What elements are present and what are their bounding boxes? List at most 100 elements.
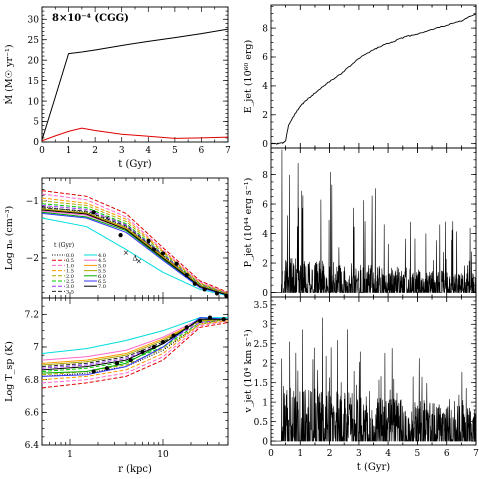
mdot-xtick-label: 4	[145, 146, 151, 156]
mdot-xtick-label: 2	[92, 146, 98, 156]
tsp-x-axis-label: r (kpc)	[118, 464, 152, 475]
tsp-profile-line	[41, 322, 229, 389]
vjet-y-axis-label: v_jet (10⁴ km s⁻¹)	[243, 329, 254, 413]
pjet-ytick-label: 6	[262, 200, 268, 210]
jet-power-panel: 0 2 4 6 8 P_jet (10⁴⁴ erg s⁻¹)	[243, 147, 477, 299]
mdot-xtick-label: 6	[199, 146, 205, 156]
tsp-observed-point	[207, 315, 213, 320]
mass-accretion-panel: 0 1 2 3 4 5 6 7 0 5 10 15 20 25 30 8×10⁻⁴ (CGG) t (Gyr) Ṁ…	[3, 6, 231, 170]
ne-observed-point	[160, 251, 166, 256]
mdot-ytick-label: 15	[28, 77, 40, 87]
ne-observed-point	[146, 238, 151, 243]
ne-profile-line	[41, 197, 229, 294]
ejet-ytick-label: 8	[262, 24, 268, 34]
ne-profile-line	[41, 208, 229, 296]
ne-observed-point	[184, 273, 189, 278]
temperature-panel: 1 10 6.4 6.6 6.8 7 7.2 r (kpc) Log T_sp (K)	[4, 297, 229, 475]
ne-observed-point	[174, 261, 179, 266]
vjet-ytick-label: 0.5	[254, 418, 269, 428]
jet-velocity-panel: 0 1 2 3 4 5 6 7 0 0.5 1 1.5 2 2.5 3 3.5 t (Gyr) v_jet (10…	[243, 296, 479, 473]
pjet-y-axis-label: P_jet (10⁴⁴ erg s⁻¹)	[243, 178, 254, 268]
tsp-observed-point	[197, 318, 203, 323]
tsp-observed-point	[140, 349, 145, 354]
mdot-y-axis-label: Ṁ (M☉ yr⁻¹)	[3, 44, 15, 104]
tsp-y-axis-label: Log T_sp (K)	[4, 341, 15, 402]
ne-legend-label: 5.5	[98, 269, 106, 275]
ne-legend-label: 0.0	[66, 253, 74, 259]
tsp-xtick-label: 1	[67, 450, 73, 460]
tsp-observed-point	[128, 357, 133, 363]
tsp-ytick-label: 6.8	[25, 376, 40, 386]
mdot-ytick-label: 20	[28, 56, 40, 66]
mdot-xtick-label: 1	[66, 146, 72, 156]
ne-observed-cross: ×	[136, 257, 142, 265]
vjet-xtick-label: 7	[473, 449, 479, 459]
tsp-profile-line	[41, 318, 229, 364]
mdot-series-line	[41, 127, 229, 142]
pjet-ytick-label: 4	[262, 230, 268, 240]
pjet-ytick-label: 8	[262, 171, 268, 181]
ne-profile-line	[41, 204, 229, 295]
tsp-ytick-label: 7	[33, 343, 39, 353]
mdot-ytick-label: 30	[28, 15, 40, 25]
ne-legend-label: 3.0	[66, 284, 74, 290]
mdot-annotation: 8×10⁻⁴ (CGG)	[52, 13, 129, 24]
tsp-ytick-label: 7.2	[25, 311, 39, 321]
ne-legend-label: 6.0	[98, 274, 106, 280]
ejet-ytick-label: 0	[262, 140, 268, 150]
tsp-observed-point	[151, 344, 157, 350]
ne-observed-point	[202, 287, 207, 292]
mdot-x-axis-label: t (Gyr)	[118, 159, 152, 170]
ne-observed-point	[151, 247, 157, 252]
tsp-profile-line	[41, 318, 228, 371]
mdot-ytick-label: 10	[28, 97, 40, 107]
vjet-xtick-label: 2	[327, 449, 333, 459]
vjet-ytick-label: 2.5	[254, 340, 269, 350]
ne-legend-label: 1.0	[66, 263, 74, 269]
ne-legend-label: 5.0	[98, 263, 106, 269]
ne-legend-title: t (Gyr)	[54, 242, 74, 249]
ejet-y-axis-label: E_jet (10⁶⁰ erg)	[243, 40, 254, 113]
ejet-ytick-label: 4	[262, 82, 268, 92]
ne-legend-label: 4.5	[98, 258, 106, 264]
vjet-ytick-label: 1	[262, 398, 268, 408]
ne-legend-label: 7.0	[98, 284, 106, 290]
tsp-observed-point	[160, 340, 166, 345]
vjet-xtick-label: 1	[297, 449, 303, 459]
vjet-xtick-label: 5	[415, 449, 421, 459]
mdot-xtick-label: 5	[172, 146, 178, 156]
mdot-xtick-label: 3	[119, 146, 125, 156]
ne-ytick-label: −2	[26, 254, 39, 264]
ne-profile-line	[41, 193, 229, 294]
vjet-series-line	[270, 317, 477, 442]
tsp-profile-line	[41, 318, 229, 372]
tsp-profile-line	[41, 320, 229, 384]
ne-legend-label: 1.5	[66, 269, 74, 275]
ne-y-axis-label: Log nₑ (cm⁻³)	[4, 206, 15, 271]
pjet-ytick-label: 2	[262, 259, 268, 269]
tsp-ytick-label: 6.6	[25, 409, 40, 419]
ejet-series-line	[270, 13, 477, 145]
tsp-xtick-label: 10	[157, 450, 169, 460]
tsp-profile-line	[41, 318, 229, 368]
ne-observed-point	[91, 210, 96, 215]
ejet-ytick-label: 6	[262, 53, 268, 63]
mdot-ytick-label: 0	[33, 138, 39, 148]
ne-legend-label: 0.5	[66, 258, 74, 264]
ne-profile-line	[41, 190, 229, 293]
ne-legend-label: 2.5	[66, 279, 74, 285]
ne-observed-point	[118, 233, 123, 238]
vjet-xtick-label: 6	[444, 449, 450, 459]
tsp-observed-point	[114, 361, 120, 366]
tsp-observed-point	[91, 369, 96, 374]
ne-observed-cross: ×	[123, 249, 129, 257]
mdot-ytick-label: 5	[33, 118, 39, 128]
pjet-ytick-label: 0	[262, 289, 268, 299]
vjet-ytick-label: 0	[262, 437, 268, 447]
mdot-ytick-label: 25	[28, 36, 40, 46]
ne-observed-point	[214, 291, 220, 296]
tsp-profile-line	[41, 318, 229, 366]
ne-observed-point	[192, 281, 197, 286]
ne-profile-line	[41, 200, 229, 294]
ne-observed-triangle: Δ	[132, 255, 137, 263]
